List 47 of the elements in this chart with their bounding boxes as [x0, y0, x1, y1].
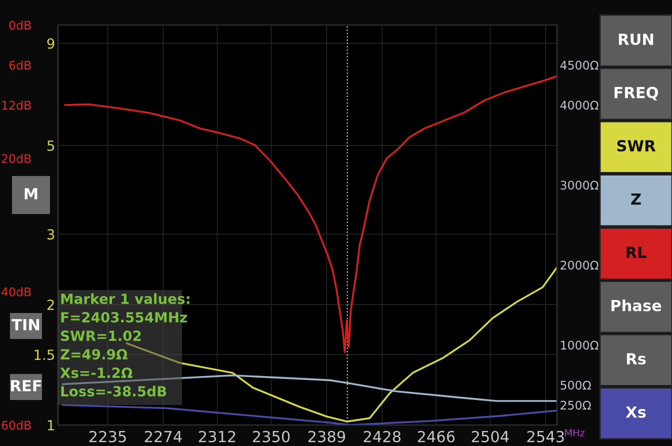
text: Z [631, 193, 641, 205]
x-tick-label: 2235 [89, 430, 126, 442]
y2-tick-label: 12dB [2, 100, 31, 110]
annotation: Marker 1 values: [61, 293, 190, 304]
x-tick-label: 2274 [144, 430, 182, 442]
y-tick-label: 5 [47, 140, 54, 151]
annotation: Loss=-38.5dB [61, 386, 166, 397]
text: Xs [626, 406, 646, 418]
text: REF [11, 380, 42, 392]
x-axis-title: MHz [565, 429, 584, 436]
text: Phase [611, 299, 662, 312]
y2-tick-label: 40dB [2, 287, 31, 296]
y3-tick-label: 2000Ω [560, 260, 598, 270]
y2-tick-label: 60dB [2, 420, 31, 430]
annotation: SWR=1.02 [60, 330, 141, 342]
x-tick-label: 2350 [252, 430, 290, 442]
x-tick-label: 2312 [198, 430, 236, 442]
text: SWR [617, 140, 656, 152]
y3-tick-label: 3000Ω [560, 180, 598, 190]
annotation: F=2403.554MHz [61, 312, 187, 323]
annotation: Xs=-1.2Ω [60, 368, 132, 378]
x-tick-label: 2504 [472, 430, 509, 442]
text: M [24, 188, 38, 200]
y3-tick-label: 250Ω [560, 400, 591, 410]
y-tick-label: 9 [47, 38, 54, 49]
y-tick-label: 1 [48, 420, 54, 430]
line-series [62, 404, 557, 425]
y-tick-label: 1.5 [34, 350, 54, 360]
y3-tick-label: 1000Ω [561, 340, 598, 350]
x-tick-label: 2428 [364, 430, 401, 442]
x-tick-label: 2389 [308, 430, 346, 442]
text: RUN [618, 34, 654, 46]
text: FREQ [614, 86, 658, 100]
y2-tick-label: 6dB [9, 60, 31, 70]
text: Rs [626, 353, 646, 365]
y3-tick-label: 4500Ω [560, 60, 598, 70]
x-tick-label: 2466 [418, 430, 455, 442]
y3-tick-label: 500Ω [560, 380, 591, 390]
text: RL [626, 246, 646, 258]
y2-tick-label: 20dB [2, 154, 31, 163]
y-tick-label: 2 [47, 300, 54, 310]
x-tick-label: 2543 [527, 430, 564, 442]
text: TIN [12, 319, 40, 330]
y-tick-label: 3 [47, 229, 54, 240]
annotation: Z=49.9Ω [60, 349, 128, 360]
y2-tick-label: 0dB [9, 20, 31, 30]
y3-tick-label: 4000Ω [560, 100, 598, 110]
